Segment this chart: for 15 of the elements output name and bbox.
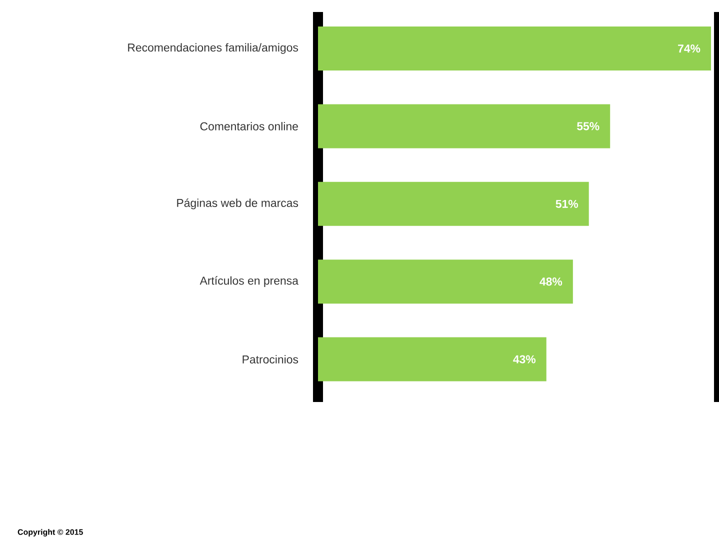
data-label: 55%: [577, 122, 600, 130]
bar: [318, 26, 712, 71]
y-tick-label: Comentarios online: [200, 122, 298, 130]
data-label: 43%: [513, 355, 536, 364]
y-tick-label: Recomendaciones familia/amigos: [128, 43, 298, 54]
y-tick-label: Páginas web de marcas: [177, 198, 298, 210]
bar: [318, 260, 573, 304]
bar: [318, 182, 589, 226]
bar: [318, 337, 546, 382]
y-tick-label: Artículos en prensa: [200, 276, 298, 287]
data-label: 74%: [678, 44, 700, 53]
data-label: 51%: [556, 200, 578, 208]
bar: [318, 104, 610, 148]
y-tick-label: Patrocinios: [242, 355, 298, 364]
data-label: 48%: [540, 278, 562, 286]
